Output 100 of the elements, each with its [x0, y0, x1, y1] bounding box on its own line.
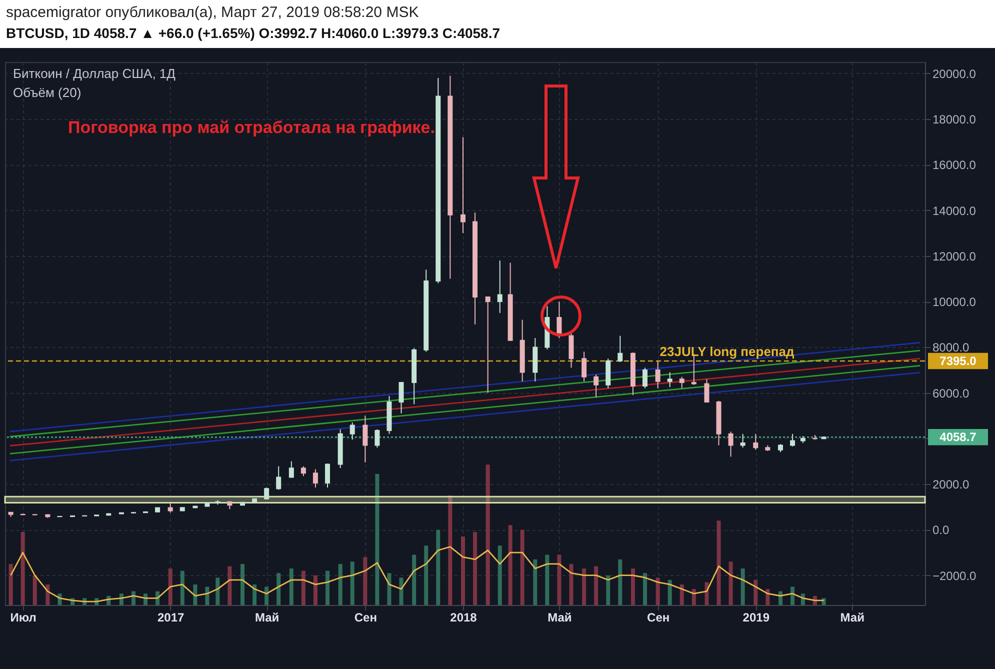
chart-title: spacemigrator опубликовал(а), Март 27, 2019 08:58:20 MSK: [6, 3, 420, 23]
y-tick-label: 20000.0: [932, 66, 976, 81]
candlestick: [790, 433, 796, 447]
x-tick-label: 2018: [450, 610, 478, 624]
bar: [216, 578, 220, 605]
bar: [424, 546, 428, 605]
bar: [569, 564, 574, 605]
candlestick: [568, 333, 574, 368]
candlestick: [288, 460, 294, 478]
y-tick-label: 16000.0: [932, 158, 976, 172]
candlestick: [350, 422, 355, 440]
candlestick: [460, 136, 466, 234]
bar: [766, 589, 770, 605]
bar: [375, 474, 380, 605]
bar: [606, 575, 610, 605]
bar: [46, 584, 50, 605]
candlestick: [374, 428, 380, 448]
bar: [728, 562, 733, 605]
bar: [205, 586, 210, 605]
bar: [680, 584, 684, 605]
y-tick-label: 8000.0: [932, 340, 970, 355]
bar: [716, 520, 721, 605]
annotation: Объём (20): [13, 85, 82, 100]
bar: [618, 559, 622, 605]
bar: [642, 573, 647, 605]
bar: [228, 566, 232, 605]
bar: [533, 559, 538, 605]
bar: [252, 584, 257, 605]
bar: [168, 568, 172, 605]
bar: [387, 573, 392, 605]
y-tick-label: 14000.0: [932, 204, 976, 218]
x-tick-label: Июл: [10, 610, 36, 624]
candlestick: [398, 382, 404, 414]
bar: [630, 568, 635, 605]
bar: [508, 525, 512, 605]
bar: [264, 586, 269, 605]
bar: [20, 532, 25, 605]
bar: [692, 589, 696, 605]
candlestick: [728, 431, 734, 458]
bar: [180, 570, 184, 605]
bar: [790, 586, 795, 605]
candlestick: [753, 433, 758, 450]
bar: [473, 532, 478, 605]
bar: [656, 578, 660, 605]
bar: [399, 578, 404, 605]
bar: [582, 568, 586, 605]
bar: [8, 564, 13, 605]
candlestick: [606, 358, 611, 389]
x-tick-label: Май: [254, 610, 280, 624]
bar: [754, 580, 758, 605]
y-tick-label: 18000.0: [932, 112, 976, 127]
candlestick: [362, 415, 368, 463]
ref-line-label: 4058.7: [940, 430, 977, 444]
annotation: Поговорка про май отработала на графике.: [68, 118, 435, 137]
bar: [363, 557, 368, 605]
bar: [557, 554, 562, 605]
x-tick-label: Май: [548, 610, 572, 624]
bar: [520, 530, 524, 605]
bar: [240, 564, 245, 605]
y-tick-label: 6000.0: [932, 386, 970, 400]
bar: [276, 573, 281, 605]
candlestick: [655, 360, 660, 389]
bar: [704, 582, 709, 605]
annotation: Биткоин / Доллар США, 1Д: [13, 66, 176, 81]
candlestick: [325, 463, 330, 488]
bar: [498, 546, 502, 605]
bar: [289, 568, 294, 605]
candlestick: [679, 376, 684, 389]
y-tick-label: 10000.0: [932, 295, 976, 310]
candlestick: [264, 487, 270, 500]
candlestick: [740, 433, 746, 448]
candlestick: [276, 466, 282, 490]
annotation: 23JULY long перепад: [660, 344, 796, 359]
candlestick: [497, 260, 502, 314]
x-tick-label: 2017: [158, 610, 185, 624]
candlestick: [168, 502, 173, 514]
y-tick-label: −2000.0: [932, 568, 977, 583]
bar: [436, 530, 440, 605]
bar: [32, 575, 37, 605]
x-tick-label: Сен: [647, 610, 670, 624]
bar: [594, 566, 598, 605]
bar: [313, 575, 318, 605]
bar: [460, 536, 465, 605]
candlestick: [300, 466, 306, 477]
bar: [193, 584, 198, 605]
bar: [740, 568, 745, 605]
bar: [486, 464, 490, 605]
y-tick-label: 2000.0: [932, 478, 970, 492]
y-tick-label: 12000.0: [932, 249, 976, 264]
bar: [350, 562, 354, 605]
ref-line-label: 7395.0: [940, 354, 977, 368]
x-tick-label: Май: [840, 610, 864, 624]
bar: [412, 554, 416, 605]
line-series: [10, 546, 824, 602]
candlestick: [704, 378, 710, 402]
bar: [668, 580, 672, 605]
bar: [301, 570, 306, 605]
candlestick: [485, 296, 490, 394]
chart-subtitle: BTCUSD, 1D 4058.7 ▲ +66.0 (+1.65%) O:3992.7 H:4060.0 L:3979.3 C:4058.7: [6, 24, 502, 43]
bar: [448, 495, 452, 605]
